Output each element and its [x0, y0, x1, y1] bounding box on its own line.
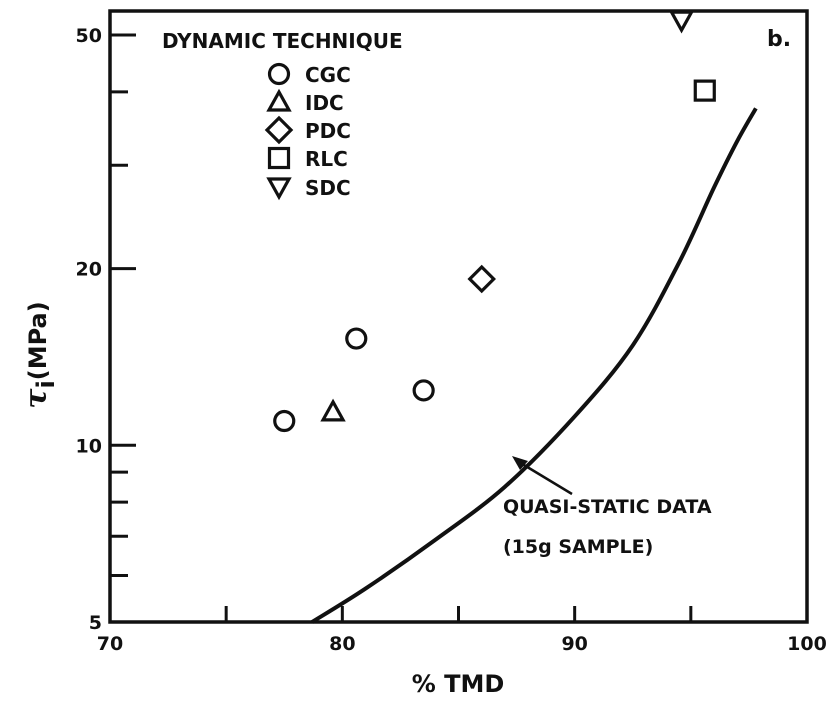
- legend: CGC IDC PDC RLC SDC: [264, 62, 351, 201]
- marker-idc-0: [320, 398, 346, 422]
- curve-annotation-line-2: (15g SAMPLE): [503, 536, 653, 558]
- legend-label-cgc: CGC: [305, 63, 351, 87]
- y-axis-label: τi(MPa): [19, 301, 60, 408]
- y-axis-symbol: τ: [19, 388, 54, 409]
- legend-label-sdc: SDC: [305, 176, 351, 200]
- y-tick-label-20: 20: [76, 259, 102, 281]
- x-tick-label-70: 70: [97, 633, 123, 655]
- y-tick-labels: 5 10 20 50: [76, 25, 102, 634]
- legend-marker-rlc: [267, 146, 291, 170]
- marker-pdc-0: [467, 264, 496, 294]
- quasi-static-curve: [311, 107, 758, 624]
- legend-marker-pdc: [264, 115, 294, 145]
- curve-annotation-line-1: QUASI-STATIC DATA: [503, 496, 712, 518]
- marker-sdc-0: [668, 10, 695, 34]
- y-tick-label-50: 50: [76, 25, 102, 47]
- plot-frame: [108, 9, 809, 624]
- legend-label-idc: IDC: [305, 91, 344, 115]
- y-ticks: [110, 33, 136, 624]
- marker-rlc-0: [693, 79, 716, 102]
- y-axis-subscript: i: [32, 380, 60, 388]
- x-tick-labels: 70 80 90 100: [97, 633, 827, 655]
- x-ticks: [108, 606, 809, 622]
- annotation-arrow-line: [518, 460, 573, 496]
- y-tick-label-5: 5: [89, 612, 102, 634]
- marker-cgc-2: [412, 379, 435, 402]
- legend-label-rlc: RLC: [305, 147, 348, 171]
- y-axis-unit: (MPa): [24, 301, 52, 380]
- legend-label-pdc: PDC: [305, 119, 351, 143]
- x-tick-label-100: 100: [787, 633, 827, 655]
- marker-cgc-1: [345, 327, 368, 350]
- legend-marker-idc: [266, 88, 292, 112]
- annotation-arrow-head: [512, 456, 528, 470]
- legend-marker-sdc: [266, 177, 292, 201]
- y-tick-label-10: 10: [76, 435, 102, 457]
- x-tick-label-80: 80: [329, 633, 355, 655]
- panel-label: b.: [767, 27, 791, 52]
- legend-marker-cgc: [267, 62, 291, 86]
- x-tick-label-90: 90: [561, 633, 587, 655]
- svg-text:τi(MPa): τi(MPa): [19, 301, 60, 408]
- legend-title: DYNAMIC TECHNIQUE: [162, 29, 403, 53]
- data-markers: [273, 10, 716, 433]
- marker-cgc-0: [273, 409, 296, 433]
- x-axis-label: % TMD: [412, 670, 505, 698]
